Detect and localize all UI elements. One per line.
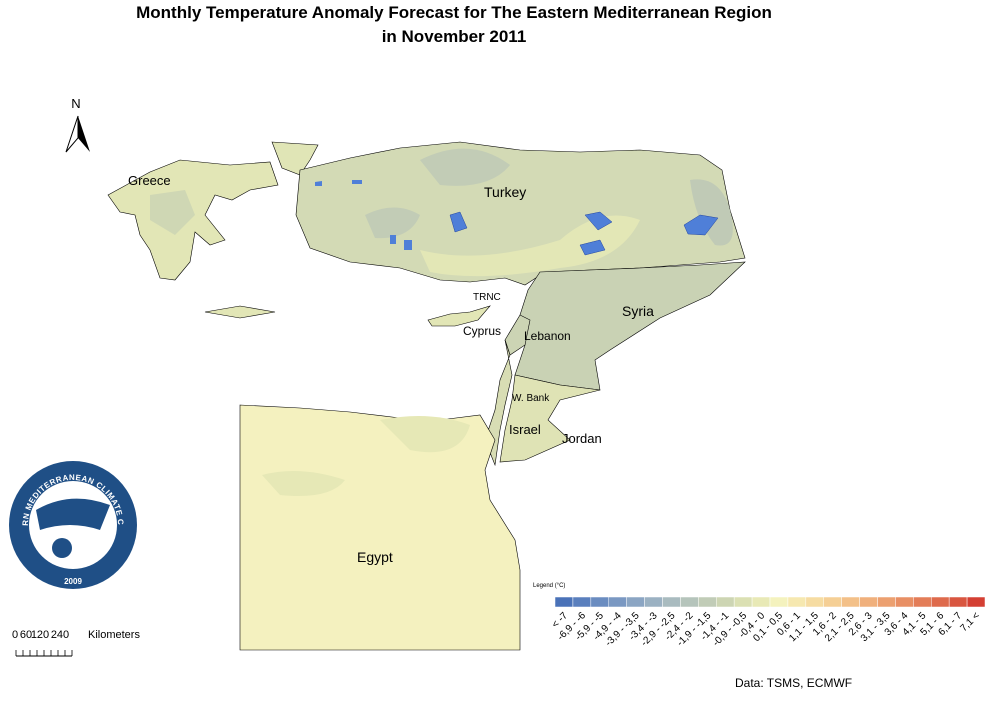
lake (390, 235, 396, 244)
legend-swatch (966, 596, 986, 608)
logo-text: EASTERN MEDITERRANEAN CLIMATE CENTRE (0, 0, 125, 526)
thrace (271, 141, 319, 176)
legend-swatch (805, 596, 824, 608)
lake (579, 239, 606, 256)
legend: < -7-6,9 - -6-5,9 - -5-4,9 - -4-3,9 - -3… (550, 596, 986, 649)
legend-swatch (608, 596, 627, 608)
legend-swatch (626, 596, 645, 608)
anomaly-zone (150, 190, 195, 235)
cyprus (427, 305, 491, 327)
lebanon (504, 314, 531, 356)
lake (352, 180, 362, 184)
legend-swatch (841, 596, 860, 608)
legend-swatch (662, 596, 681, 608)
syria (514, 261, 746, 391)
legend-swatch (554, 596, 574, 608)
scale-unit: Kilometers (88, 629, 140, 641)
country-label: Lebanon (524, 329, 571, 343)
country-label: TRNC (473, 292, 501, 303)
scale-label: 60 (20, 629, 32, 641)
north-arrow (78, 116, 90, 152)
lake (683, 214, 719, 236)
country-label: W. Bank (512, 393, 550, 404)
legend-swatch (931, 596, 950, 608)
egypt (239, 404, 521, 651)
legend-swatch (680, 596, 699, 608)
legend-swatch (948, 596, 968, 608)
lake (404, 240, 412, 250)
legend-swatch (895, 596, 914, 608)
country-label: Greece (128, 173, 171, 188)
anomaly-zone (420, 215, 640, 277)
legend-swatch (572, 596, 592, 608)
title: in November 2011 (382, 27, 527, 46)
country-label: Egypt (357, 549, 393, 565)
legend-swatch (769, 596, 789, 608)
source: Data: TSMS, ECMWF (735, 676, 852, 690)
legend-swatch (644, 596, 663, 608)
country-label: Turkey (484, 184, 526, 200)
legend-swatch (859, 596, 878, 608)
crete (204, 305, 276, 319)
scale-label: 240 (51, 629, 69, 641)
country-label: Syria (622, 303, 654, 319)
anomaly-zone (690, 179, 733, 246)
country-label: Jordan (562, 431, 602, 446)
legend-title: Legend (°C) (533, 583, 565, 589)
legend-swatch (913, 596, 932, 608)
jordan (499, 374, 601, 463)
greece (107, 159, 279, 281)
legend-swatch (823, 596, 842, 608)
anomaly-zone (365, 207, 420, 239)
logo (36, 498, 110, 530)
legend-swatch (590, 596, 609, 608)
lake (584, 211, 613, 231)
legend-swatch (751, 596, 771, 608)
anomaly-zone (380, 416, 470, 453)
legend-swatch (716, 596, 735, 608)
anomaly-zone (420, 148, 510, 186)
logo (52, 538, 72, 558)
legend-swatch (733, 596, 753, 608)
legend-swatch (787, 596, 807, 608)
north-label: N (71, 96, 80, 111)
legend-swatch (877, 596, 896, 608)
lake (315, 181, 322, 186)
logo-text: EASTERN MEDITERRANEAN CLIMATE CENTRE (0, 0, 125, 526)
scale-label: 0 (12, 629, 18, 641)
country-label: Cyprus (463, 324, 501, 338)
lake (449, 211, 468, 233)
legend-swatch (698, 596, 717, 608)
title: Monthly Temperature Anomaly Forecast for… (136, 3, 772, 22)
legend-label: 7,1 < (958, 610, 982, 634)
logo-year: 2009 (64, 577, 82, 586)
scale-label: 120 (31, 629, 49, 641)
anomaly-zone (262, 471, 345, 496)
north-arrow (65, 115, 79, 153)
country-label: Israel (509, 422, 541, 437)
